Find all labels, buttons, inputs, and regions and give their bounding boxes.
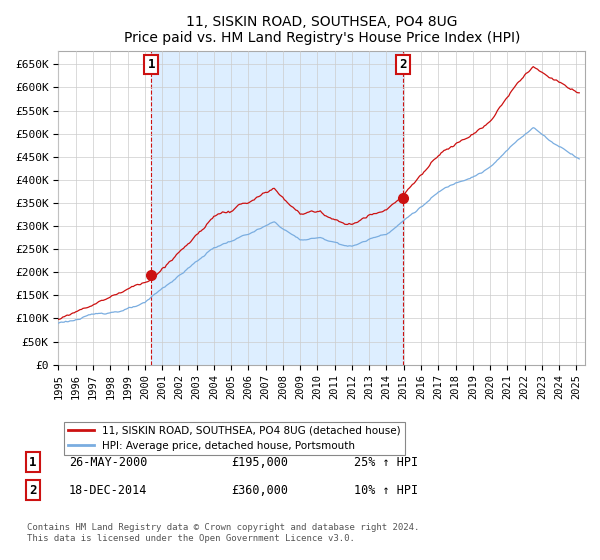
Text: 26-MAY-2000: 26-MAY-2000 <box>69 455 148 469</box>
Text: £360,000: £360,000 <box>231 483 288 497</box>
Text: 2: 2 <box>29 483 37 497</box>
Text: 1: 1 <box>29 455 37 469</box>
Text: 10% ↑ HPI: 10% ↑ HPI <box>354 483 418 497</box>
Text: Contains HM Land Registry data © Crown copyright and database right 2024.
This d: Contains HM Land Registry data © Crown c… <box>27 524 419 543</box>
Text: 1: 1 <box>148 58 155 71</box>
Legend: 11, SISKIN ROAD, SOUTHSEA, PO4 8UG (detached house), HPI: Average price, detache: 11, SISKIN ROAD, SOUTHSEA, PO4 8UG (deta… <box>64 422 405 455</box>
Text: 25% ↑ HPI: 25% ↑ HPI <box>354 455 418 469</box>
Text: 2: 2 <box>399 58 407 71</box>
Text: 18-DEC-2014: 18-DEC-2014 <box>69 483 148 497</box>
Text: £195,000: £195,000 <box>231 455 288 469</box>
Title: 11, SISKIN ROAD, SOUTHSEA, PO4 8UG
Price paid vs. HM Land Registry's House Price: 11, SISKIN ROAD, SOUTHSEA, PO4 8UG Price… <box>124 15 520 45</box>
Bar <box>151 50 403 365</box>
